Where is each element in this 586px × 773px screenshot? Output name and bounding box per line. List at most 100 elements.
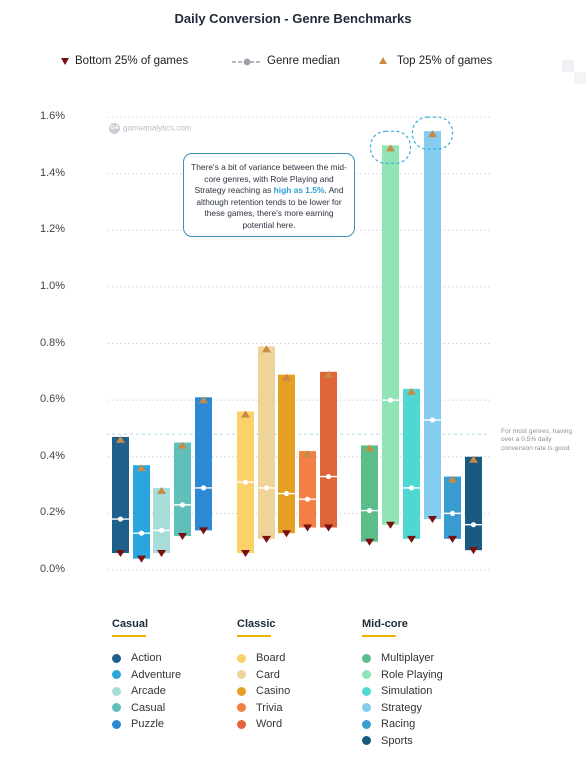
legend-swatch-icon (362, 736, 371, 746)
y-tick-label: 1.4% (40, 166, 66, 179)
median-point (200, 485, 207, 491)
legend-swatch-icon (362, 653, 371, 663)
top-25-point (324, 370, 333, 378)
bottom-25-point (241, 550, 250, 558)
bottom-25-point (303, 524, 312, 532)
bottom-25-point (428, 516, 437, 524)
legend-swatch-icon (237, 686, 246, 696)
median-point (429, 417, 436, 423)
legend-item: Multiplayer (362, 650, 443, 667)
top-25-point (282, 373, 291, 381)
legend-item: Sports (362, 733, 443, 750)
legend-item-label: Arcade (131, 685, 166, 698)
highlight-ring (369, 130, 412, 164)
median-point (179, 502, 186, 508)
top-25-point (199, 396, 208, 404)
bottom-25-point (448, 535, 457, 543)
watermark: GA gameanalytics.com (109, 123, 191, 134)
legend-item: Trivia (237, 700, 290, 717)
top-25-point (137, 464, 146, 472)
legend-swatch-icon (237, 653, 246, 663)
top-marker-icon (379, 57, 387, 64)
top-25-point (365, 444, 374, 452)
legend-item-label: Sports (381, 734, 413, 747)
legend-item: Strategy (362, 700, 443, 717)
bar-action (112, 436, 129, 554)
y-tick-label: 1.0% (40, 279, 66, 292)
decor-square (574, 72, 586, 84)
legend-item-label: Action (131, 652, 162, 665)
legend-swatch-icon (362, 719, 371, 729)
bar-sports (465, 456, 482, 551)
legend-swatch-icon (237, 719, 246, 729)
legend-item-label: Racing (381, 718, 416, 731)
legend-item: Casino (237, 683, 290, 700)
y-tick-label: 1.6% (40, 110, 66, 122)
bar-casino (278, 374, 295, 534)
callout-box: There's a bit of variance between the mi… (183, 153, 355, 237)
median-point (283, 490, 290, 497)
median-point (138, 530, 145, 536)
legend-item: Simulation (362, 683, 443, 700)
legend-swatch-icon (112, 670, 121, 680)
legend-item: Card (237, 667, 290, 684)
median-point (366, 507, 373, 514)
legend-item: Casual (112, 700, 181, 717)
top-25-point (469, 455, 478, 463)
top-25-point (428, 130, 437, 138)
legend-group: Mid-core Multiplayer Role Playing Simulatio… (362, 618, 443, 749)
legend-swatch-icon (237, 703, 246, 713)
bar-trivia (299, 451, 316, 528)
legend-item-label: Role Playing (381, 668, 443, 681)
legend-group: Casual Action Adventure Arcade Casual Puzzle (112, 618, 181, 733)
bottom-25-point (178, 533, 187, 541)
y-tick-label: 1.2% (40, 223, 66, 236)
gameanalytics-logo-icon: GA (109, 123, 120, 134)
bottom-25-point (137, 555, 146, 563)
median-point (263, 485, 270, 491)
legend-item-label: Casino (256, 685, 291, 698)
median-point (325, 473, 332, 480)
legend-item: Role Playing (362, 667, 443, 684)
legend-item-label: Trivia (256, 701, 283, 714)
legend-item: Board (237, 650, 290, 667)
top-25-point (157, 486, 166, 494)
left-margin (0, 0, 20, 773)
legend-group: Classic Board Card Casino Trivia Word (237, 618, 290, 733)
top-25-point (386, 144, 395, 152)
bar-casual (174, 442, 191, 537)
bar-adventure (133, 465, 150, 559)
median-point (387, 397, 394, 403)
legend-item-label: Casual (131, 701, 166, 714)
highlight-ring (411, 116, 454, 150)
median-marker-icon (232, 58, 262, 66)
legend-item-label: Strategy (381, 701, 422, 714)
callout-text-pre: There's a bit of variance between the mi… (191, 162, 347, 195)
bottom-25-point (386, 521, 395, 529)
legend-group-underline (362, 635, 396, 637)
legend-swatch-icon (112, 703, 121, 713)
bottom-25-point (116, 550, 125, 558)
bar-racing (444, 476, 461, 539)
y-tick-label: 0.4% (40, 449, 66, 462)
callout-highlight: high as 1.5% (273, 185, 325, 195)
median-point (158, 527, 165, 533)
legend-swatch-icon (112, 719, 121, 729)
legend-swatch-icon (112, 686, 121, 696)
legend-item: Racing (362, 716, 443, 733)
bottom-25-point (282, 530, 291, 538)
top-25-point (116, 435, 125, 443)
bar-strategy (424, 131, 441, 520)
legend-bottom-label: Bottom 25% of games (75, 55, 189, 67)
bottom-25-point (469, 547, 478, 555)
median-point (449, 510, 456, 516)
bar-word (320, 371, 337, 528)
legend-item: Puzzle (112, 716, 181, 733)
legend-top-label: Top 25% of games (397, 55, 493, 67)
bottom-25-point (407, 535, 416, 543)
legend-swatch-icon (112, 653, 121, 663)
legend-group-title: Mid-core (362, 618, 408, 630)
legend-swatch-icon (362, 686, 371, 696)
y-tick-label: 0.2% (40, 506, 66, 519)
top-25-point (178, 441, 187, 449)
